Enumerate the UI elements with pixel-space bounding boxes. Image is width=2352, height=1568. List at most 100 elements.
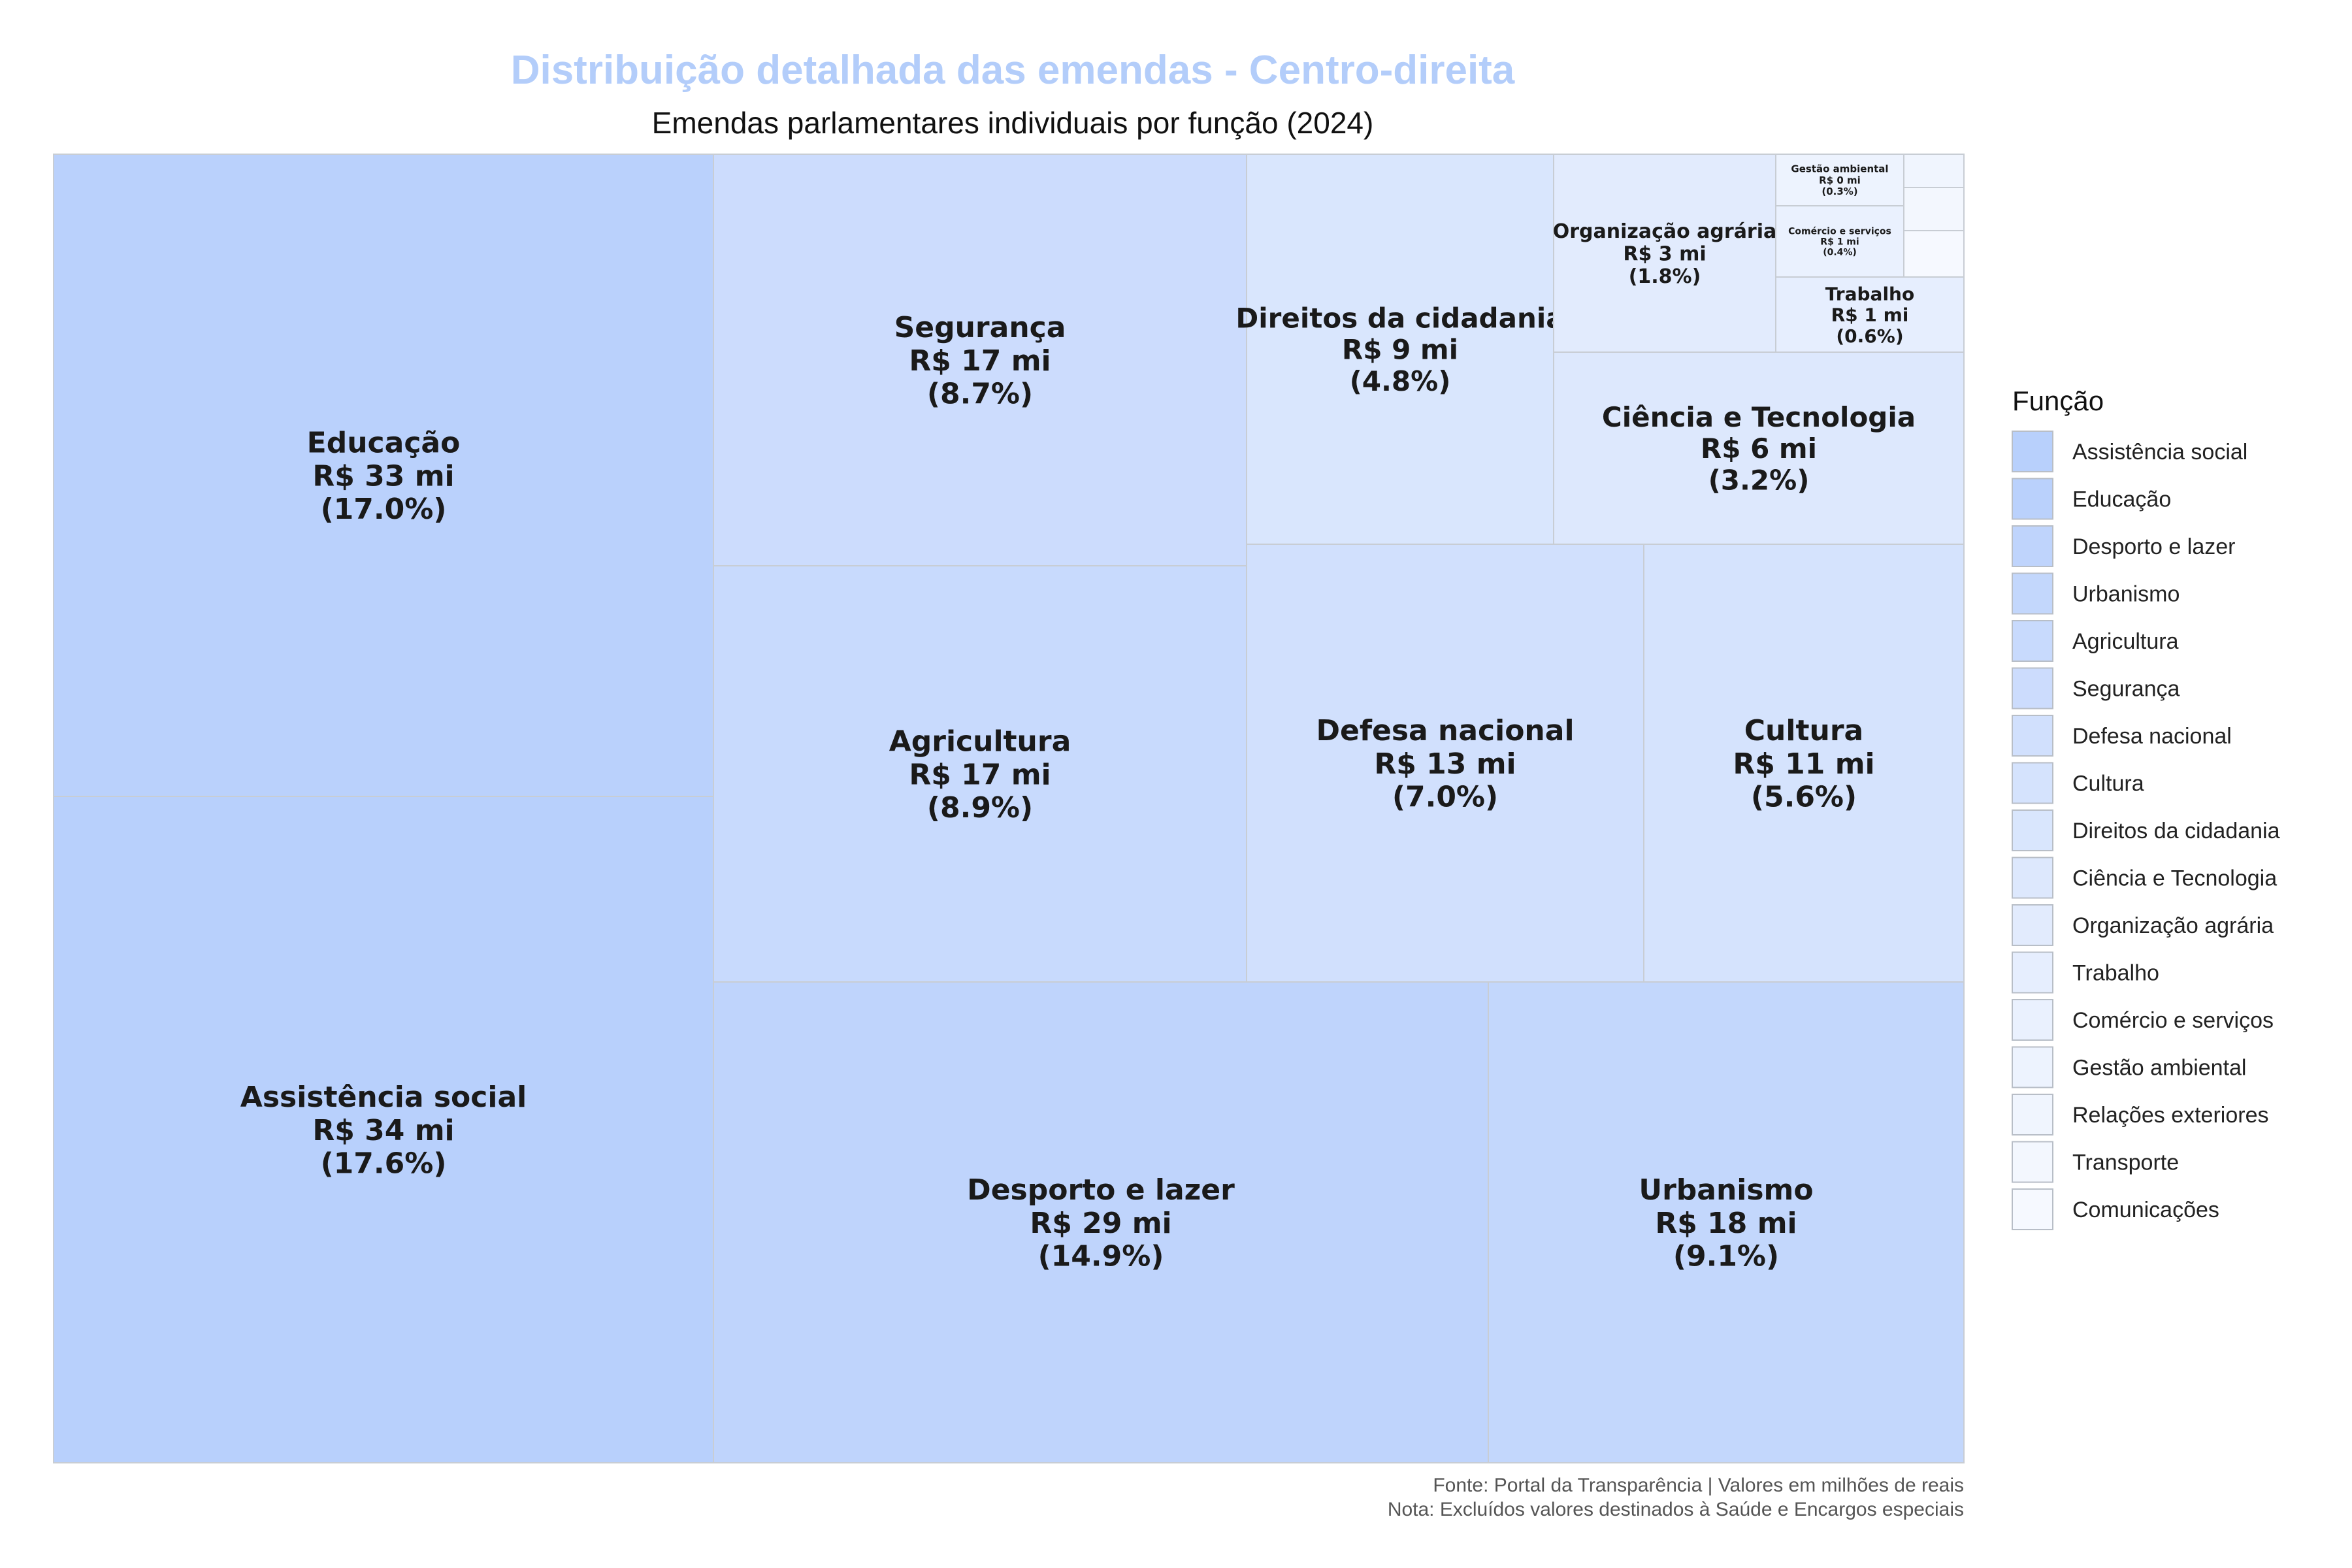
tile-pct: (7.0%) bbox=[1392, 780, 1498, 813]
legend-item-desporto-e-lazer: Desporto e lazer bbox=[2012, 525, 2235, 567]
tile-pct: (0.6%) bbox=[1836, 325, 1903, 347]
caption-note: Nota: Excluídos valores destinados à Saú… bbox=[1388, 1499, 1964, 1520]
legend-key bbox=[2012, 620, 2053, 662]
legend-key bbox=[2012, 951, 2053, 994]
tile-pct: (8.9%) bbox=[927, 791, 1033, 825]
tile-value: R$ 29 mi bbox=[1030, 1207, 1171, 1240]
legend-label: Assistência social bbox=[2072, 440, 2247, 465]
tile-value: R$ 18 mi bbox=[1655, 1207, 1797, 1240]
tile-rect-relacoes-exteriores bbox=[1903, 154, 1965, 188]
caption-source: Fonte: Portal da Transparência | Valores… bbox=[1433, 1475, 1964, 1496]
legend-key bbox=[2012, 478, 2053, 520]
chart-title: Distribuição detalhada das emendas - Cen… bbox=[511, 48, 1515, 93]
tile-value: R$ 0 mi bbox=[1819, 174, 1861, 186]
tile-value: R$ 1 mi bbox=[1820, 237, 1859, 248]
tile-pct: (3.2%) bbox=[1708, 464, 1810, 496]
tile-pct: (14.9%) bbox=[1038, 1239, 1164, 1273]
tile-name: Desporto e lazer bbox=[967, 1173, 1235, 1207]
legend-item-agricultura: Agricultura bbox=[2012, 620, 2179, 662]
legend-label: Desporto e lazer bbox=[2072, 534, 2235, 559]
legend-key bbox=[2012, 762, 2053, 804]
legend-items: Assistência social Educação Desporto e laz… bbox=[2012, 431, 2280, 1230]
tile-pct: (4.8%) bbox=[1350, 365, 1451, 397]
tile-rect-gestao-ambiental bbox=[1775, 154, 1904, 206]
legend-key bbox=[2012, 1046, 2053, 1088]
legend-item-defesa-nacional: Defesa nacional bbox=[2012, 715, 2232, 757]
legend-label: Trabalho bbox=[2072, 961, 2159, 986]
tile-rect-assistencia-social bbox=[53, 796, 714, 1463]
legend-item-assistencia-social: Assistência social bbox=[2012, 431, 2247, 472]
tile-comunicacoes bbox=[1903, 230, 1965, 278]
tile-name: Cultura bbox=[1744, 714, 1863, 747]
legend-label: Comércio e serviços bbox=[2072, 1008, 2274, 1033]
tile-name: Agricultura bbox=[889, 725, 1071, 759]
tile-value: R$ 9 mi bbox=[1342, 334, 1458, 366]
legend-key bbox=[2012, 431, 2053, 472]
legend-label: Gestão ambiental bbox=[2072, 1056, 2247, 1081]
legend-label: Direitos da cidadania bbox=[2072, 819, 2280, 843]
legend-item-gestao-ambiental: Gestão ambiental bbox=[2012, 1046, 2247, 1088]
legend-label: Relações exteriores bbox=[2072, 1103, 2268, 1128]
tile-rect-defesa-nacional bbox=[1246, 544, 1644, 983]
tile-value: R$ 1 mi bbox=[1831, 304, 1909, 326]
tile-rect-educacao bbox=[53, 154, 714, 797]
legend-label: Cultura bbox=[2072, 772, 2144, 796]
tile-name: Direitos da cidadania bbox=[1235, 302, 1564, 334]
legend-item-direitos-da-cidadania: Direitos da cidadania bbox=[2012, 809, 2280, 851]
legend-key bbox=[2012, 1188, 2053, 1230]
legend-key bbox=[2012, 667, 2053, 710]
tile-value: R$ 3 mi bbox=[1623, 242, 1706, 265]
tile-rect-agricultura bbox=[713, 565, 1247, 983]
tile-rect-cultura bbox=[1643, 544, 1965, 983]
tile-rect-urbanismo bbox=[1488, 981, 1965, 1463]
legend-item-urbanismo: Urbanismo bbox=[2012, 572, 2180, 615]
tile-name: Organização agrária bbox=[1553, 220, 1777, 243]
tile-name: Urbanismo bbox=[1639, 1173, 1813, 1207]
tile-pct: (1.8%) bbox=[1629, 265, 1701, 288]
legend-key bbox=[2012, 572, 2053, 615]
legend: Função Assistência social Educação Desport… bbox=[2012, 385, 2280, 1230]
legend-label: Organização agrária bbox=[2072, 913, 2274, 938]
tile-pct: (17.0%) bbox=[321, 493, 447, 526]
legend-key bbox=[2012, 525, 2053, 567]
tile-pct: (9.1%) bbox=[1673, 1239, 1779, 1273]
legend-item-organizacao-agraria: Organização agrária bbox=[2012, 904, 2274, 946]
tile-value: R$ 6 mi bbox=[1701, 433, 1817, 465]
legend-item-educacao: Educação bbox=[2012, 478, 2171, 520]
tile-name: Educação bbox=[307, 427, 461, 460]
chart-subtitle: Emendas parlamentares individuais por fu… bbox=[652, 106, 1374, 140]
tile-value: R$ 34 mi bbox=[312, 1114, 454, 1147]
legend-item-comercio-e-servicos: Comércio e serviços bbox=[2012, 999, 2274, 1041]
tile-value: R$ 13 mi bbox=[1374, 747, 1516, 781]
legend-key bbox=[2012, 715, 2053, 757]
tile-pct: (17.6%) bbox=[321, 1147, 447, 1180]
tile-rect-comercio-e-servicos bbox=[1775, 205, 1904, 278]
legend-key bbox=[2012, 809, 2053, 851]
tile-name: Comércio e serviços bbox=[1788, 226, 1891, 237]
legend-key bbox=[2012, 1141, 2053, 1183]
legend-label: Transporte bbox=[2072, 1151, 2179, 1175]
legend-label: Educação bbox=[2072, 487, 2171, 512]
legend-item-ciencia-e-tecnologia: Ciência e Tecnologia bbox=[2012, 857, 2277, 899]
tile-value: R$ 11 mi bbox=[1733, 747, 1874, 781]
legend-key bbox=[2012, 1094, 2053, 1135]
tile-rect-direitos-da-cidadania bbox=[1246, 154, 1554, 545]
legend-key bbox=[2012, 857, 2053, 899]
tile-rect-ciencia-e-tecnologia bbox=[1553, 351, 1965, 545]
legend-key bbox=[2012, 904, 2053, 946]
legend-label: Comunicações bbox=[2072, 1198, 2219, 1222]
legend-item-comunicacoes: Comunicações bbox=[2012, 1188, 2219, 1230]
legend-label: Segurança bbox=[2072, 677, 2180, 702]
